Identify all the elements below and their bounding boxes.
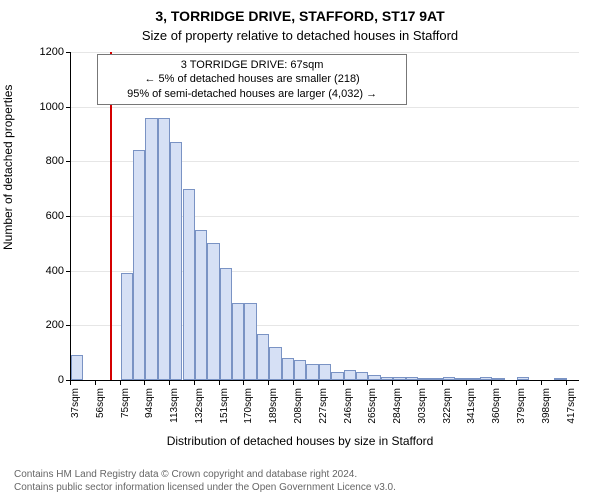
histogram-bar (492, 378, 504, 380)
x-tick-mark (417, 380, 418, 385)
histogram-bar (319, 364, 331, 380)
x-tick-mark (566, 380, 567, 385)
histogram-bar (195, 230, 207, 380)
x-tick-label: 132sqm (194, 388, 205, 438)
y-tick-label: 1200 (14, 46, 64, 58)
histogram-bar (356, 372, 368, 380)
y-tick-mark (66, 216, 71, 217)
footer-line-1: Contains HM Land Registry data © Crown c… (14, 469, 396, 482)
histogram-bar (294, 360, 306, 381)
x-tick-label: 417sqm (566, 388, 577, 438)
histogram-bar (418, 378, 430, 380)
x-tick-mark (268, 380, 269, 385)
x-tick-label: 189sqm (268, 388, 279, 438)
y-axis-label: Number of detached properties (1, 85, 15, 250)
x-tick-label: 246sqm (343, 388, 354, 438)
histogram-bar (158, 118, 170, 380)
gridline (71, 52, 579, 53)
x-tick-label: 322sqm (442, 388, 453, 438)
y-tick-mark (66, 325, 71, 326)
chart-subtitle: Size of property relative to detached ho… (0, 28, 600, 43)
y-tick-label: 200 (14, 319, 64, 331)
x-tick-mark (516, 380, 517, 385)
x-tick-label: 360sqm (491, 388, 502, 438)
x-tick-mark (293, 380, 294, 385)
histogram-bar (244, 303, 256, 380)
histogram-bar (170, 142, 182, 380)
x-tick-mark (95, 380, 96, 385)
y-tick-label: 1000 (14, 101, 64, 113)
x-tick-label: 56sqm (95, 388, 106, 438)
x-tick-mark (144, 380, 145, 385)
x-tick-mark (120, 380, 121, 385)
y-tick-mark (66, 271, 71, 272)
histogram-bar (133, 150, 145, 380)
x-tick-mark (541, 380, 542, 385)
x-tick-label: 398sqm (541, 388, 552, 438)
x-tick-label: 37sqm (70, 388, 81, 438)
histogram-bar (368, 375, 380, 380)
histogram-bar (207, 243, 219, 380)
x-tick-label: 94sqm (144, 388, 155, 438)
histogram-bar (269, 347, 281, 380)
histogram-bar (145, 118, 157, 380)
x-tick-mark (392, 380, 393, 385)
x-tick-mark (343, 380, 344, 385)
y-tick-mark (66, 52, 71, 53)
footer-line-2: Contains public sector information licen… (14, 482, 396, 495)
histogram-bar (393, 377, 405, 380)
y-tick-mark (66, 161, 71, 162)
histogram-bar (121, 273, 133, 380)
chart-container: 3, TORRIDGE DRIVE, STAFFORD, ST17 9AT Si… (0, 0, 600, 500)
histogram-bar (306, 364, 318, 380)
x-tick-mark (169, 380, 170, 385)
x-tick-label: 379sqm (516, 388, 527, 438)
x-tick-mark (318, 380, 319, 385)
histogram-bar (344, 370, 356, 380)
histogram-bar (183, 189, 195, 380)
y-tick-mark (66, 107, 71, 108)
x-tick-mark (70, 380, 71, 385)
histogram-bar (467, 378, 479, 380)
x-tick-label: 303sqm (417, 388, 428, 438)
y-tick-label: 0 (14, 374, 64, 386)
gridline (71, 107, 579, 108)
x-tick-label: 341sqm (466, 388, 477, 438)
annotation-line-2: ← 5% of detached houses are smaller (218… (104, 72, 400, 86)
histogram-bar (282, 358, 294, 380)
x-tick-label: 284sqm (392, 388, 403, 438)
x-tick-mark (243, 380, 244, 385)
x-tick-label: 113sqm (169, 388, 180, 438)
x-tick-label: 208sqm (293, 388, 304, 438)
histogram-bar (220, 268, 232, 380)
x-tick-label: 170sqm (243, 388, 254, 438)
histogram-bar (232, 303, 244, 380)
x-tick-mark (219, 380, 220, 385)
x-tick-mark (194, 380, 195, 385)
histogram-bar (517, 377, 529, 380)
x-tick-label: 75sqm (120, 388, 131, 438)
annotation-line-3: 95% of semi-detached houses are larger (… (104, 87, 400, 101)
chart-title: 3, TORRIDGE DRIVE, STAFFORD, ST17 9AT (0, 8, 600, 24)
x-tick-label: 151sqm (219, 388, 230, 438)
annotation-box: 3 TORRIDGE DRIVE: 67sqm ← 5% of detached… (97, 54, 407, 105)
x-tick-label: 265sqm (367, 388, 378, 438)
histogram-bar (331, 372, 343, 380)
x-tick-label: 227sqm (318, 388, 329, 438)
histogram-bar (257, 334, 269, 380)
x-tick-mark (491, 380, 492, 385)
histogram-bar (443, 377, 455, 380)
x-tick-mark (442, 380, 443, 385)
x-tick-mark (367, 380, 368, 385)
histogram-bar (71, 355, 83, 380)
x-axis-label: Distribution of detached houses by size … (0, 434, 600, 448)
annotation-line-1: 3 TORRIDGE DRIVE: 67sqm (104, 58, 400, 72)
x-tick-mark (466, 380, 467, 385)
y-tick-label: 800 (14, 155, 64, 167)
y-tick-label: 400 (14, 265, 64, 277)
footer-attribution: Contains HM Land Registry data © Crown c… (14, 469, 396, 494)
y-tick-label: 600 (14, 210, 64, 222)
